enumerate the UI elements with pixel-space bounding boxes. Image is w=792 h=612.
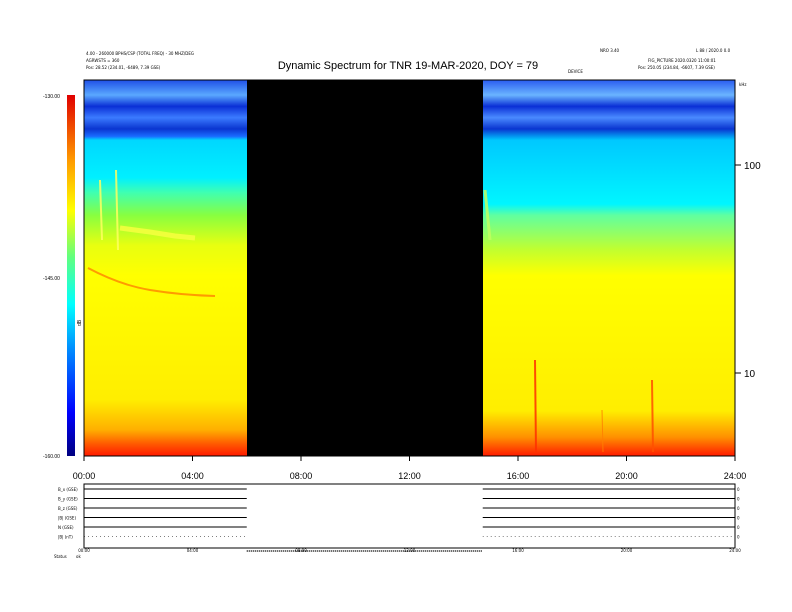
bottom-row-scale: 0: [737, 497, 740, 502]
colorbar-label: dB: [77, 319, 83, 326]
colorbar-tick-top: -130.00: [43, 94, 60, 100]
header-right-line-2: Pos: 250.05 (234.84, -6607, 7.39 GSE): [638, 65, 715, 70]
bottom-row-label: B_y (GSE): [58, 497, 78, 502]
header-left-line-1: 4.00 - 260000 BPHS/CSP (TOTAL FREQ) - 30…: [86, 51, 194, 56]
y-axis-unit: kHz: [739, 82, 746, 87]
bottom-x-tick-label: 00:00: [78, 548, 90, 553]
x-tick-label: 12:00: [398, 471, 421, 481]
header-left-line-2: AGRWSTS = 360: [86, 58, 120, 63]
colorbar-tick-bottom: -160.00: [43, 454, 60, 460]
status-value: ok: [76, 554, 81, 559]
bottom-row-scale: 0: [737, 516, 740, 521]
bottom-panel-frame: [83, 483, 736, 549]
spectrum-segment-before-gap: [84, 80, 247, 456]
colorbar: [67, 95, 75, 456]
x-tick-label: 08:00: [290, 471, 313, 481]
y-tick-100: 100: [744, 161, 761, 172]
frequency-axis: 100 10 kHz: [735, 82, 761, 380]
bottom-x-tick-label: 24:00: [729, 548, 741, 553]
spectrum-segment-after-gap: [483, 80, 735, 456]
bottom-row-scale: 0: [737, 525, 740, 530]
time-axis: 00:00 04:00 08:00 12:00 16:00 20:00 24:00: [73, 456, 747, 481]
bottom-row-scale: 0: [737, 506, 740, 511]
header-right-line-1: FIG_PICTURE 2020.0320 11:00:01: [648, 58, 716, 63]
bottom-x-tick-label: 16:00: [512, 548, 524, 553]
y-tick-10: 10: [744, 369, 756, 380]
bottom-row-label: |B| (GSE): [58, 516, 76, 521]
bottom-x-tick-label: 04:00: [187, 548, 199, 553]
data-gap: [247, 80, 483, 456]
header-center-small: DEVICE: [568, 69, 583, 74]
x-tick-label: 00:00: [73, 471, 96, 481]
colorbar-tick-mid: -145.00: [43, 276, 60, 282]
x-tick-label: 16:00: [507, 471, 530, 481]
status-label: Status: [54, 554, 67, 559]
x-tick-label: 24:00: [724, 471, 747, 481]
x-tick-label: 20:00: [615, 471, 638, 481]
header-left-line-3: Pos: 28.52 (234.01, -6489, 7.39 GSE): [86, 65, 161, 70]
spectrogram: [83, 79, 736, 457]
bottom-row-label: B_z (GSE): [58, 506, 78, 511]
bottom-row-label: N (GSE): [58, 525, 74, 530]
header-right-top-1: NRO 3.40: [600, 48, 620, 53]
bottom-row-scale: 0: [737, 487, 740, 492]
bottom-parameter-panel: B_x (GSE) 0 B_y (GSE) 0 B_z (GSE) 0 |B| (GSE) 0…: [54, 483, 741, 559]
spectrum-features: [87, 169, 654, 453]
chart-title: Dynamic Spectrum for TNR 19-MAR-2020, DO…: [278, 60, 538, 72]
bottom-row-scale: 0: [737, 535, 740, 540]
bottom-x-tick-label: 20:00: [621, 548, 633, 553]
bottom-row-label: |B| (nT): [58, 535, 73, 540]
header-right-top-2: L 88 / 2020.0 0.0: [696, 48, 731, 53]
x-tick-label: 04:00: [181, 471, 204, 481]
bottom-row-label: B_x (GSE): [58, 487, 78, 492]
